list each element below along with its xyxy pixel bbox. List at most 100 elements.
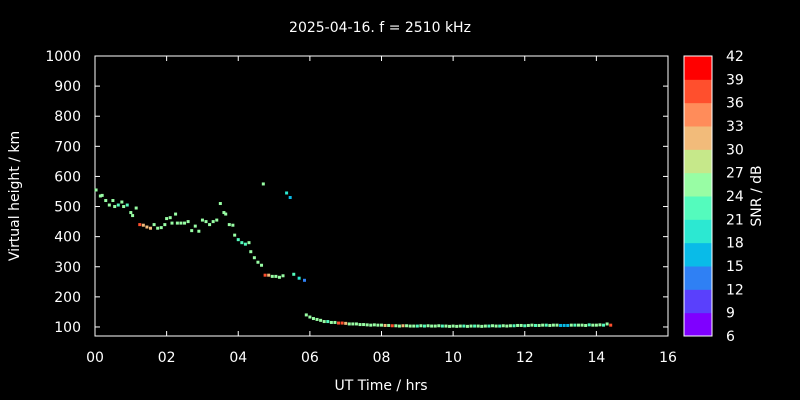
data-point	[480, 324, 484, 328]
data-point	[303, 278, 307, 282]
data-point	[159, 226, 163, 230]
data-point	[473, 324, 477, 328]
data-point	[256, 260, 260, 264]
colorbar-tick-label: 6	[726, 329, 735, 345]
x-tick-label: 10	[444, 350, 462, 366]
data-point	[116, 203, 120, 207]
colorbar-segment	[684, 289, 712, 314]
data-point	[311, 317, 315, 321]
data-point	[333, 320, 337, 324]
data-point	[218, 202, 222, 206]
data-point	[422, 324, 426, 328]
colorbar-label: SNR / dB	[749, 165, 765, 226]
data-point	[573, 323, 577, 327]
data-point	[351, 322, 355, 326]
data-point	[576, 323, 580, 327]
data-point	[288, 196, 292, 200]
colorbar-tick-label: 24	[726, 189, 744, 205]
data-point	[555, 323, 559, 327]
data-point	[419, 324, 423, 328]
data-point	[537, 323, 541, 327]
data-point	[193, 224, 197, 228]
data-point	[347, 322, 351, 326]
data-point	[530, 323, 534, 327]
data-point	[227, 223, 231, 227]
data-point	[163, 223, 167, 227]
data-point	[430, 324, 434, 328]
data-point	[224, 212, 228, 216]
x-axis: 00 02 04 06 08 10 12 14 16	[86, 56, 677, 366]
y-axis: 100 200 300 400 500 600 700 800 900 1000	[45, 49, 668, 336]
y-tick-label: 500	[54, 200, 81, 216]
data-point	[516, 323, 520, 327]
data-point	[602, 323, 606, 327]
data-point	[448, 324, 452, 328]
data-point	[98, 194, 102, 198]
data-point	[444, 324, 448, 328]
x-tick-label: 12	[516, 350, 534, 366]
data-point	[512, 324, 516, 328]
data-point	[605, 322, 609, 326]
data-point	[236, 238, 240, 242]
colorbar-tick-label: 15	[726, 259, 744, 275]
y-tick-label: 400	[54, 230, 81, 246]
data-point	[183, 221, 187, 225]
data-point	[365, 323, 369, 327]
data-point	[559, 323, 563, 327]
data-point	[541, 323, 545, 327]
data-point	[505, 324, 509, 328]
data-point	[591, 323, 595, 327]
x-tick-label: 16	[659, 350, 677, 366]
data-point	[462, 324, 466, 328]
colorbar-segment	[684, 79, 712, 104]
data-point	[125, 203, 129, 207]
data-point	[113, 205, 117, 209]
x-axis-label: UT Time / hrs	[334, 378, 427, 394]
data-point	[587, 323, 591, 327]
data-point	[329, 320, 333, 324]
colorbar-tick-label: 27	[726, 166, 744, 182]
data-point	[372, 323, 376, 327]
data-point	[319, 318, 323, 322]
data-point	[455, 324, 459, 328]
data-point	[433, 324, 437, 328]
data-point	[598, 323, 602, 327]
y-tick-label: 200	[54, 290, 81, 306]
data-point	[487, 324, 491, 328]
data-point	[141, 223, 145, 227]
data-point	[354, 322, 358, 326]
data-point	[231, 223, 235, 227]
data-point	[174, 212, 178, 216]
data-point	[111, 199, 115, 203]
data-point	[247, 241, 251, 245]
x-tick-label: 04	[229, 350, 247, 366]
data-point	[170, 221, 174, 225]
data-point	[134, 206, 138, 210]
chart-title: 2025-04-16. f = 2510 kHz	[289, 20, 471, 36]
data-point	[483, 324, 487, 328]
data-point	[397, 324, 401, 328]
data-point	[405, 324, 409, 328]
data-point	[233, 233, 237, 237]
data-point	[376, 323, 380, 327]
colorbar-tick-label: 39	[726, 72, 744, 88]
data-point	[508, 324, 512, 328]
colorbar-segment	[684, 172, 712, 197]
data-point	[408, 324, 412, 328]
data-point	[94, 188, 98, 192]
x-tick-label: 06	[301, 350, 319, 366]
data-point	[322, 320, 326, 324]
data-point	[156, 226, 160, 230]
data-point	[519, 323, 523, 327]
data-point	[292, 272, 296, 276]
data-point	[383, 323, 387, 327]
data-point	[412, 324, 416, 328]
colorbar-segment	[684, 56, 712, 80]
colorbar-tick-label: 21	[726, 212, 744, 228]
data-point	[387, 323, 391, 327]
data-point	[526, 323, 530, 327]
data-point	[168, 216, 172, 220]
data-point	[240, 241, 244, 245]
data-point	[165, 217, 169, 221]
colorbar-segment	[684, 219, 712, 244]
